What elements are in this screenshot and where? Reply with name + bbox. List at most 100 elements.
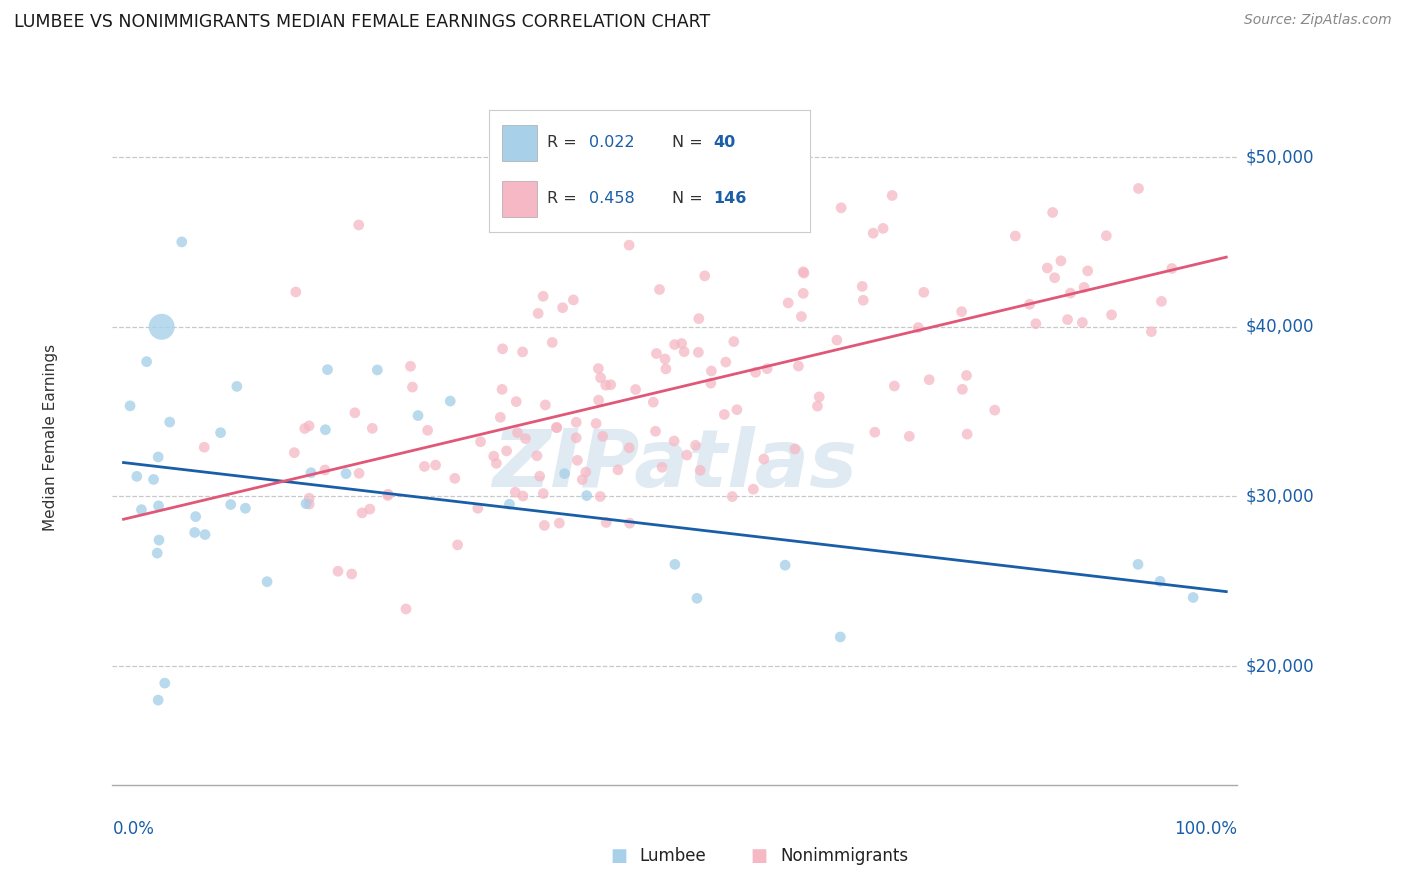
Point bbox=[673, 344, 696, 359]
Point bbox=[648, 283, 671, 297]
Point bbox=[686, 591, 709, 606]
Point bbox=[575, 489, 598, 503]
Point bbox=[624, 383, 647, 397]
Point bbox=[131, 502, 153, 516]
Point bbox=[688, 345, 710, 359]
Point bbox=[439, 394, 461, 409]
Point bbox=[1073, 280, 1095, 294]
Point bbox=[693, 268, 716, 283]
Point bbox=[778, 296, 800, 310]
Point bbox=[806, 399, 828, 413]
Point bbox=[830, 630, 852, 644]
Point bbox=[153, 676, 176, 690]
Point bbox=[783, 442, 806, 456]
Point bbox=[413, 459, 436, 474]
Point bbox=[602, 201, 624, 215]
Point bbox=[918, 373, 941, 387]
Point bbox=[872, 221, 894, 235]
Point bbox=[787, 359, 810, 373]
Point bbox=[142, 473, 165, 487]
Point bbox=[485, 456, 508, 470]
Point bbox=[898, 429, 921, 443]
Point bbox=[1071, 315, 1094, 329]
Point bbox=[150, 319, 173, 334]
Point bbox=[343, 406, 366, 420]
Point bbox=[359, 502, 381, 516]
Point bbox=[685, 438, 707, 452]
Point bbox=[912, 285, 935, 300]
Point bbox=[1095, 228, 1118, 243]
Point bbox=[146, 546, 169, 560]
Point bbox=[688, 311, 710, 326]
Point bbox=[950, 304, 973, 318]
Point bbox=[671, 336, 693, 351]
Point bbox=[340, 566, 363, 581]
Point bbox=[295, 497, 318, 511]
Point bbox=[399, 359, 422, 374]
Point bbox=[655, 362, 678, 376]
Text: ■: ■ bbox=[610, 847, 627, 865]
Point bbox=[219, 498, 242, 512]
Point bbox=[482, 449, 505, 463]
Point bbox=[512, 345, 534, 359]
Point bbox=[825, 333, 848, 347]
Point bbox=[575, 465, 598, 479]
Point bbox=[498, 497, 520, 511]
Point bbox=[495, 443, 517, 458]
Point bbox=[225, 379, 247, 393]
Text: Lumbee: Lumbee bbox=[640, 847, 706, 865]
Text: 0.0%: 0.0% bbox=[112, 820, 155, 838]
Point bbox=[1128, 181, 1150, 195]
Text: Nonimmigrants: Nonimmigrants bbox=[780, 847, 908, 865]
Point bbox=[619, 516, 641, 531]
Point bbox=[491, 342, 513, 356]
Point bbox=[773, 558, 796, 573]
Point bbox=[120, 399, 142, 413]
Point bbox=[284, 285, 307, 299]
Point bbox=[467, 501, 489, 516]
Point bbox=[952, 382, 974, 396]
Point bbox=[533, 518, 555, 533]
Point bbox=[541, 335, 564, 350]
Text: 100.0%: 100.0% bbox=[1174, 820, 1237, 838]
Point bbox=[676, 448, 699, 462]
Point bbox=[298, 497, 321, 511]
Point bbox=[863, 425, 886, 440]
Point bbox=[1025, 317, 1047, 331]
Point bbox=[700, 376, 723, 391]
Point bbox=[651, 460, 673, 475]
Point bbox=[527, 306, 550, 320]
Point bbox=[546, 420, 568, 434]
Point bbox=[515, 432, 537, 446]
Point bbox=[643, 395, 665, 409]
Point bbox=[170, 235, 193, 249]
Point bbox=[644, 424, 666, 438]
Point bbox=[425, 458, 447, 472]
Text: $20,000: $20,000 bbox=[1246, 657, 1315, 675]
Text: $30,000: $30,000 bbox=[1246, 487, 1315, 506]
Point bbox=[184, 509, 207, 524]
Text: Source: ZipAtlas.com: Source: ZipAtlas.com bbox=[1244, 13, 1392, 28]
Point bbox=[148, 499, 170, 513]
Point bbox=[299, 466, 322, 480]
Point bbox=[505, 485, 527, 500]
Point bbox=[298, 491, 321, 506]
Point bbox=[551, 301, 574, 315]
Point bbox=[159, 415, 181, 429]
Point bbox=[589, 490, 612, 504]
Point bbox=[721, 490, 744, 504]
Point bbox=[406, 409, 429, 423]
Point bbox=[1059, 286, 1081, 301]
Point bbox=[489, 410, 512, 425]
Point bbox=[335, 467, 357, 481]
Point bbox=[808, 390, 831, 404]
Point bbox=[955, 368, 977, 383]
Point bbox=[347, 218, 370, 232]
Point bbox=[416, 423, 439, 437]
Point bbox=[470, 434, 492, 449]
Point bbox=[1160, 261, 1182, 276]
Point bbox=[443, 471, 465, 485]
Point bbox=[125, 469, 148, 483]
Point bbox=[193, 440, 215, 454]
Point bbox=[851, 279, 873, 293]
